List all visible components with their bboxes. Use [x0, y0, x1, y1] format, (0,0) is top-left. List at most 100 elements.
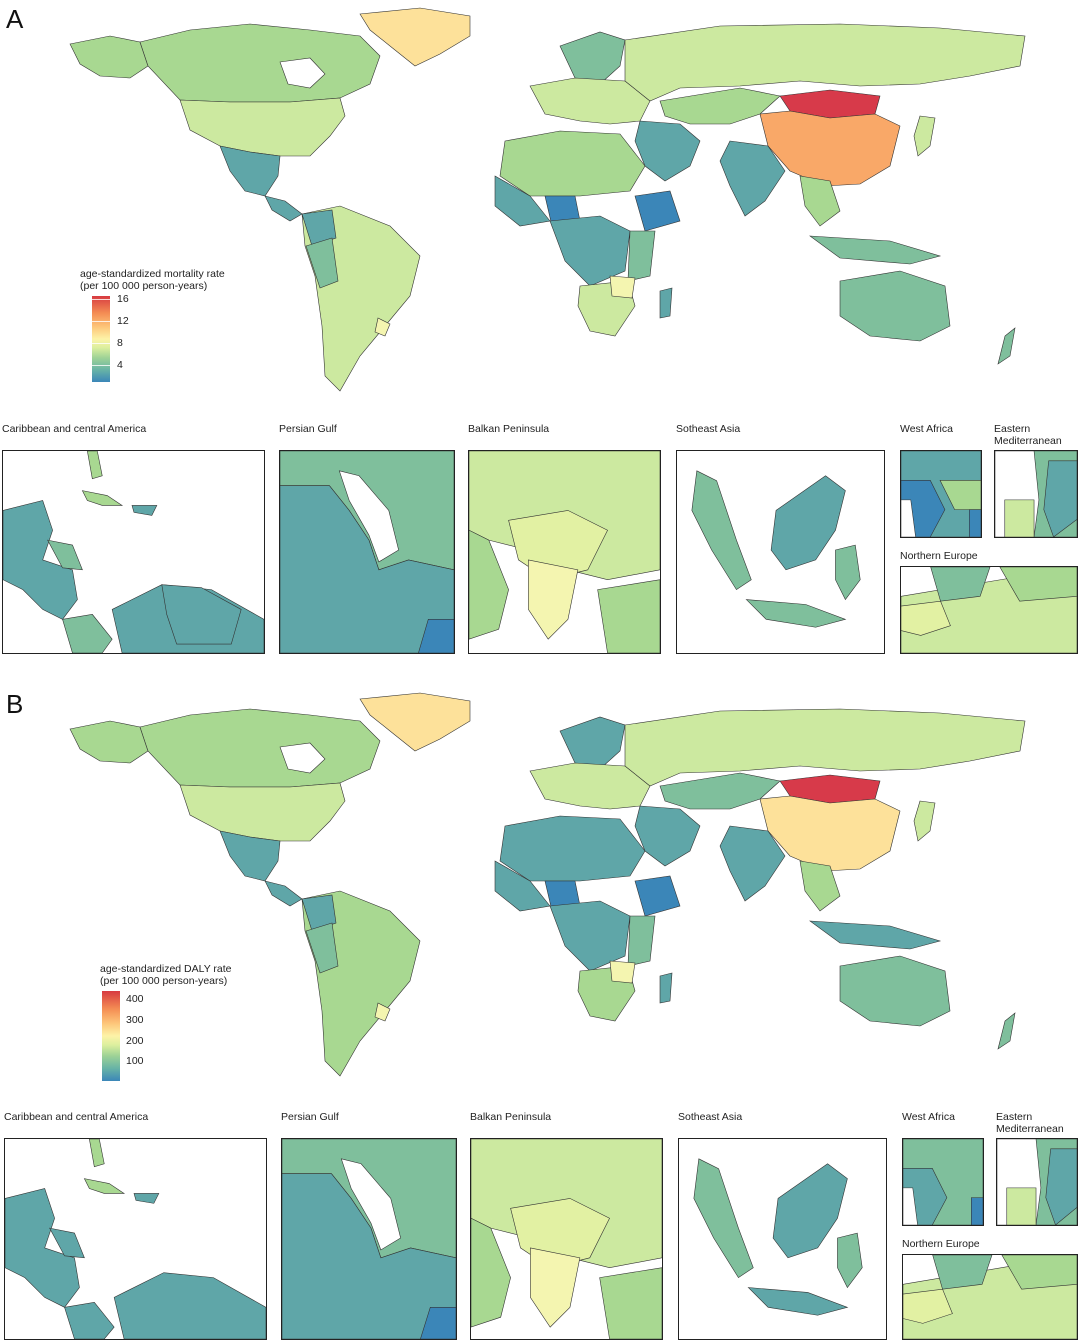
- region-west-africa: [494, 175, 551, 227]
- region-madagascar: [659, 287, 673, 319]
- region-japan: [913, 800, 936, 842]
- legend-tick-line: [92, 299, 110, 300]
- inset-title-northern-europe: Northern Europe: [900, 550, 978, 562]
- region-mexico: [219, 145, 281, 197]
- legend-mortality: age-standardized mortality rate (per 100…: [80, 268, 280, 388]
- region-uruguay: [374, 1002, 391, 1022]
- region-japan: [913, 115, 936, 157]
- region-central-america: [264, 880, 303, 907]
- inset-eastern-mediterranean: [996, 1138, 1078, 1226]
- world-map-svg: [69, 7, 1026, 392]
- inset-persian-gulf: [279, 450, 455, 654]
- region-ethiopia: [634, 190, 681, 232]
- inset-title-west-africa: West Africa: [900, 423, 953, 435]
- region-canada: [139, 708, 381, 788]
- region-east-africa: [627, 230, 656, 282]
- inset-title-persian-gulf: Persian Gulf: [281, 1111, 339, 1123]
- legend-title-line2: (per 100 000 person-years): [100, 975, 228, 987]
- region-north-africa: [499, 815, 646, 882]
- legend-tick-label: 8: [117, 337, 123, 349]
- region-colombia: [301, 894, 337, 932]
- inset-caribbean: [2, 450, 265, 654]
- region-scandinavia: [559, 31, 626, 85]
- inset-title-west-africa: West Africa: [902, 1111, 955, 1123]
- inset-title-persian-gulf: Persian Gulf: [279, 423, 337, 435]
- region-central-africa: [549, 900, 631, 972]
- inset-west-africa: [900, 450, 982, 538]
- world-map-svg: [69, 692, 1026, 1077]
- region-peru: [305, 922, 339, 974]
- panel-a: A: [0, 0, 1080, 668]
- region-usa: [179, 97, 346, 157]
- region-peru: [305, 237, 339, 289]
- inset-eastern-mediterranean: [994, 450, 1078, 538]
- inset-title-southeast-asia: Sotheast Asia: [678, 1111, 743, 1123]
- region-greenland: [359, 692, 471, 752]
- region-hudson-bay: [279, 57, 326, 89]
- legend-tick-label: 16: [117, 293, 129, 305]
- region-madagascar: [659, 972, 673, 1004]
- region-alaska: [69, 35, 149, 79]
- panel-b: B: [0, 685, 1080, 1343]
- inset-title-caribbean: Caribbean and central America: [4, 1111, 149, 1123]
- world-map-mortality: [40, 6, 1080, 406]
- region-australia: [839, 955, 951, 1027]
- legend-tick-label: 12: [117, 315, 129, 327]
- legend-daly: age-standardized DALY rate (per 100 000 …: [100, 963, 300, 1083]
- inset-northern-europe: [902, 1254, 1078, 1340]
- legend-tick-label: 100: [126, 1055, 144, 1067]
- region-indonesia: [808, 920, 942, 950]
- region-southeast-asia: [799, 175, 841, 227]
- inset-title-eastern-mediterranean: Eastern Mediterranean: [996, 1111, 1064, 1135]
- region-central-america: [264, 195, 303, 222]
- region-uruguay: [374, 317, 391, 337]
- legend-colorbar: [92, 296, 110, 382]
- legend-tick-line: [92, 365, 110, 366]
- legend-title-line1: age-standardized mortality rate: [80, 268, 225, 280]
- region-east-africa: [627, 915, 656, 967]
- region-zambia: [609, 275, 636, 299]
- region-australia: [839, 270, 951, 342]
- region-southeast-asia: [799, 860, 841, 912]
- region-scandinavia: [559, 716, 626, 770]
- inset-balkan: [470, 1138, 663, 1340]
- region-alaska: [69, 720, 149, 764]
- inset-title-southeast-asia: Sotheast Asia: [676, 423, 741, 435]
- region-india: [719, 825, 786, 902]
- inset-southeast-asia: [676, 450, 885, 654]
- region-hudson-bay: [279, 742, 326, 774]
- region-colombia: [301, 209, 337, 247]
- legend-colorbar: [102, 991, 120, 1081]
- legend-title-line2: (per 100 000 person-years): [80, 280, 208, 292]
- legend-tick-label: 400: [126, 993, 144, 1005]
- inset-title-northern-europe: Northern Europe: [902, 1238, 980, 1250]
- region-india: [719, 140, 786, 217]
- inset-northern-europe: [900, 566, 1078, 654]
- inset-west-africa: [902, 1138, 984, 1226]
- region-north-africa: [499, 130, 646, 197]
- legend-tick-line: [92, 343, 110, 344]
- region-china: [759, 795, 901, 872]
- legend-tick-label: 300: [126, 1014, 144, 1026]
- region-greenland: [359, 7, 471, 67]
- region-central-asia: [659, 772, 781, 810]
- region-west-africa: [494, 860, 551, 912]
- region-central-asia: [659, 87, 781, 125]
- inset-balkan: [468, 450, 661, 654]
- region-ethiopia: [634, 875, 681, 917]
- world-map-daly: [40, 691, 1080, 1091]
- region-russia: [624, 23, 1026, 102]
- legend-tick-label: 4: [117, 359, 123, 371]
- panel-letter-a: A: [6, 4, 24, 34]
- region-zambia: [609, 960, 636, 984]
- inset-southeast-asia: [678, 1138, 887, 1340]
- inset-title-balkan: Balkan Peninsula: [468, 423, 550, 435]
- region-middle-east: [634, 120, 701, 182]
- inset-persian-gulf: [281, 1138, 457, 1340]
- region-usa: [179, 782, 346, 842]
- panel-letter-b: B: [6, 689, 24, 719]
- region-middle-east: [634, 805, 701, 867]
- region-indonesia: [808, 235, 942, 265]
- legend-tick-label: 200: [126, 1035, 144, 1047]
- inset-title-caribbean: Caribbean and central America: [2, 423, 147, 435]
